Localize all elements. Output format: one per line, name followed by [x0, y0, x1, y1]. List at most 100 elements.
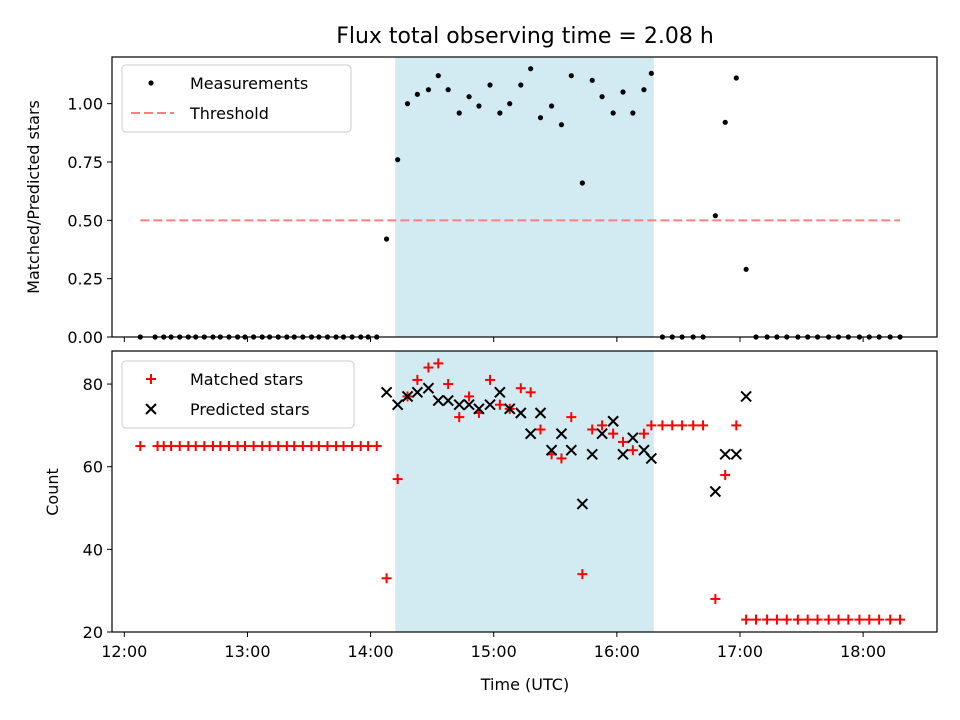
matched-star-point	[577, 569, 588, 580]
measurement-point	[579, 180, 585, 186]
matched-star-point	[190, 441, 201, 452]
y-tick-label: 80	[83, 375, 103, 394]
x-tick-label: 13:00	[224, 642, 270, 661]
x-axis-label: Time (UTC)	[480, 675, 569, 694]
matched-star-point	[347, 441, 358, 452]
matched-star-point	[423, 362, 434, 373]
predicted-star-b	[473, 403, 485, 415]
bottom-legend-box	[121, 360, 355, 429]
matched-star-point	[363, 441, 374, 452]
measurement-point	[548, 103, 555, 109]
measurement-point	[558, 122, 565, 128]
predicted-star-b	[719, 448, 731, 461]
measurement-point	[435, 73, 441, 79]
predicted-star-b	[534, 407, 547, 419]
x-tick-label: 14:00	[348, 642, 394, 661]
predicted-star-b	[709, 485, 722, 498]
measurement-point	[487, 82, 493, 88]
predicted-star-point	[555, 427, 568, 440]
legend-matched-label: Matched stars	[190, 370, 303, 389]
predicted-star-b	[391, 399, 404, 411]
matched-star-point	[667, 420, 678, 431]
bottom-x-ticks: 12:00 13:00 14:00 15:00 16:00 17:00 18:00	[101, 632, 886, 661]
measurement-point	[641, 87, 647, 93]
predicted-star-point	[545, 444, 558, 456]
predicted-star-b	[515, 407, 527, 419]
matched-star-point	[297, 441, 308, 452]
measurement-point	[528, 66, 534, 72]
measurement-point	[518, 82, 524, 88]
legend-matched-marker	[146, 374, 156, 384]
legend-predicted-marker	[145, 403, 157, 415]
predicted-star-b	[730, 448, 742, 461]
matched-star-point	[792, 614, 803, 625]
measurement-point	[599, 94, 605, 100]
matched-star-point	[698, 420, 709, 431]
matched-star-point	[720, 469, 731, 480]
predicted-star-point	[432, 394, 445, 407]
predicted-star-b	[524, 427, 537, 440]
bottom-shaded-region	[395, 351, 654, 632]
predicted-star-point	[645, 452, 658, 465]
bottom-axes-frame	[111, 350, 938, 633]
y-tick-label: 60	[83, 458, 103, 477]
matched-star-point	[823, 614, 834, 625]
bottom-y-axis-label: Count	[43, 468, 62, 516]
matched-star-point	[802, 614, 813, 625]
predicted-star-b	[565, 444, 577, 456]
x-tick-label: 12:00	[101, 642, 147, 661]
predicted-star-point	[730, 448, 742, 461]
top-legend-box	[121, 64, 352, 133]
matched-star-point	[741, 614, 752, 625]
predicted-star-b	[627, 432, 639, 444]
measurement-point	[610, 110, 616, 116]
matched-star-point	[381, 573, 392, 584]
bottom-legend: Matched stars Predicted stars	[121, 360, 355, 429]
predicted-star-b	[380, 386, 393, 399]
matched-star-point	[677, 420, 688, 431]
predicted-star-b	[740, 390, 752, 403]
predicted-star-b	[607, 415, 619, 427]
legend-measurements-marker	[148, 80, 154, 86]
matched-star-point	[454, 412, 465, 423]
matched-star-point	[812, 614, 823, 625]
predicted-star-point	[524, 427, 537, 440]
matched-star-point	[587, 424, 598, 435]
predicted-star-point	[453, 399, 465, 411]
bottom-plot-marks	[135, 358, 906, 625]
top-y-axis-label: Matched/Predicted stars	[24, 100, 43, 294]
matched-star-point	[688, 420, 699, 431]
predicted-star-point	[463, 399, 475, 411]
measurement-point	[712, 213, 718, 219]
predicted-star-b	[504, 403, 516, 415]
matched-star-point	[874, 614, 885, 625]
predicted-star-point	[411, 386, 424, 399]
matched-star-point	[371, 441, 382, 452]
predicted-star-point	[709, 485, 722, 498]
predicted-star-point	[607, 415, 619, 427]
matched-star-point	[646, 420, 657, 431]
matched-star-point	[864, 614, 875, 625]
y-tick-label: 20	[83, 623, 103, 642]
predicted-star-point	[534, 407, 547, 419]
top-x-ticks	[123, 337, 864, 342]
matched-star-point	[608, 428, 619, 439]
predicted-star-b	[576, 498, 589, 510]
predicted-star-b	[463, 399, 475, 411]
y-tick-label: 1.00	[67, 95, 103, 114]
measurement-point	[497, 110, 503, 116]
predicted-star-point	[422, 382, 435, 394]
measurement-point	[445, 87, 451, 93]
measurement-point	[456, 110, 462, 116]
matched-star-point	[885, 614, 896, 625]
matched-star-point	[313, 441, 324, 452]
legend-threshold-label: Threshold	[189, 104, 269, 123]
predicted-star-point	[565, 444, 577, 456]
matched-star-point	[494, 399, 505, 410]
matched-star-point	[215, 441, 226, 452]
matched-star-point	[273, 441, 284, 452]
matched-star-point	[412, 374, 423, 385]
predicted-star-point	[391, 399, 404, 411]
measurement-point	[425, 87, 432, 93]
matched-star-point	[833, 614, 844, 625]
